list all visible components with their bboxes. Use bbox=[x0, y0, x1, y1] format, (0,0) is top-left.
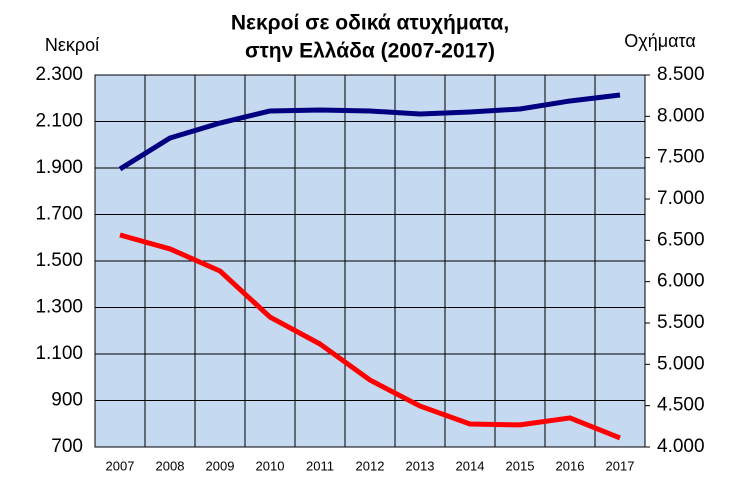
y2-tick-label: 5.000 bbox=[657, 353, 705, 374]
x-tick-label: 2009 bbox=[206, 458, 235, 473]
x-tick-label: 2014 bbox=[456, 458, 485, 473]
y-tick-label: 1.100 bbox=[35, 343, 83, 364]
series-line bbox=[118, 92, 621, 172]
y-tick-label: 2.300 bbox=[35, 64, 83, 85]
y-tick-label: 1.700 bbox=[35, 204, 83, 225]
x-tick-label: 2017 bbox=[606, 458, 635, 473]
x-tick-label: 2015 bbox=[506, 458, 535, 473]
y-tick-label: 700 bbox=[51, 436, 83, 457]
y2-tick-label: 6.000 bbox=[657, 271, 705, 292]
x-tick-label: 2011 bbox=[306, 458, 334, 473]
x-tick-label: 2010 bbox=[256, 458, 285, 473]
y-tick-label: 1.500 bbox=[35, 250, 83, 271]
chart-title: Νεκροί σε οδικά ατυχήματα, bbox=[231, 12, 509, 35]
y-tick-label: 2.100 bbox=[35, 111, 83, 132]
y-axis-label: Νεκροί bbox=[45, 35, 99, 55]
y2-tick-label: 4.500 bbox=[657, 395, 705, 416]
y2-tick-label: 6.500 bbox=[657, 229, 705, 250]
series-line bbox=[119, 232, 621, 441]
x-tick-label: 2012 bbox=[356, 458, 385, 473]
chart-title: στην Ελλάδα (2007-2017) bbox=[245, 40, 495, 63]
y-tick-label: 1.900 bbox=[35, 157, 83, 178]
y-tick-label: 900 bbox=[51, 390, 83, 411]
x-tick-label: 2013 bbox=[406, 458, 435, 473]
y2-tick-label: 7.000 bbox=[657, 188, 705, 209]
y2-tick-label: 4.000 bbox=[657, 436, 705, 457]
y2-tick-label: 7.500 bbox=[657, 147, 705, 168]
y2-tick-label: 5.500 bbox=[657, 312, 705, 333]
y2-tick-label: 8.000 bbox=[657, 105, 705, 126]
y2-axis-label: Οχήματα bbox=[624, 31, 696, 51]
y2-tick-label: 8.500 bbox=[657, 64, 705, 85]
y-tick-label: 1.300 bbox=[35, 297, 83, 318]
x-tick-label: 2016 bbox=[556, 458, 585, 473]
x-tick-label: 2007 bbox=[106, 458, 135, 473]
x-tick-label: 2008 bbox=[156, 458, 185, 473]
